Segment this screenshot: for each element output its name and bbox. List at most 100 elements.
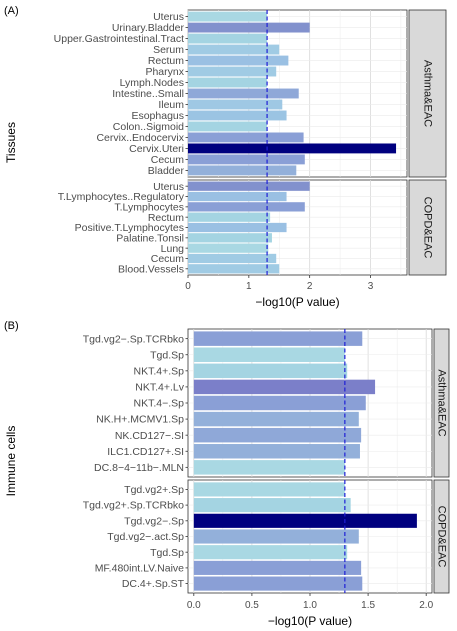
category-label: Tgd.vg2−.Sp.TCRbko bbox=[83, 333, 184, 345]
bar bbox=[188, 222, 287, 233]
category-label: Cecum bbox=[151, 154, 185, 166]
bar bbox=[193, 498, 351, 513]
bar bbox=[188, 264, 280, 274]
category-label: Uterus bbox=[153, 11, 184, 23]
category-label: Colon..Sigmoid bbox=[113, 121, 184, 133]
category-label: NK.CD127−.SI bbox=[115, 430, 184, 442]
category-label: Tgd.Sp bbox=[150, 349, 184, 361]
bar bbox=[193, 460, 345, 475]
bar bbox=[193, 482, 345, 497]
category-label: Urinary.Bladder bbox=[112, 22, 185, 34]
category-label: Tgd.vg2+.Sp.TCRbko bbox=[83, 500, 184, 512]
facet-strip-label: Asthma&EAC bbox=[422, 60, 434, 127]
category-label: Lung bbox=[161, 243, 185, 255]
category-label: Uterus bbox=[153, 181, 184, 193]
x-tick-label: 1.0 bbox=[303, 600, 317, 611]
facet-1-1: Tgd.vg2+.Sp Tgd.vg2+.Sp.TCRbko Tgd.vg2−.Sp… bbox=[83, 479, 450, 594]
x-tick-label: 2.0 bbox=[419, 600, 433, 611]
bar bbox=[188, 121, 268, 132]
facet-strip bbox=[433, 479, 450, 594]
panel-label: (B) bbox=[4, 320, 19, 332]
panel-label: (A) bbox=[4, 5, 19, 17]
category-label: DC.8−4−11b−.MLN bbox=[94, 462, 184, 474]
category-label: Rectum bbox=[148, 212, 184, 224]
bar bbox=[188, 181, 310, 191]
bar bbox=[188, 99, 283, 110]
x-tick-label: 0 bbox=[185, 281, 191, 292]
bar bbox=[188, 88, 299, 99]
category-label: DC.4+.Sp.ST bbox=[122, 578, 185, 590]
category-label: Tgd.Sp bbox=[150, 547, 184, 559]
category-label: Upper.Gastrointestinal.Tract bbox=[54, 33, 184, 45]
category-label: NKT.4+.Sp bbox=[134, 365, 185, 377]
bar bbox=[188, 55, 289, 66]
category-label: T.Lymphocytes..Regulatory bbox=[58, 191, 185, 203]
bar bbox=[193, 347, 345, 362]
bar bbox=[193, 576, 363, 591]
bar bbox=[193, 331, 363, 346]
category-label: Tgd.vg2−.Sp bbox=[124, 515, 184, 527]
category-label: NKT.4+.Lv bbox=[135, 382, 184, 394]
category-label: ILC1.CD127+.SI bbox=[107, 446, 184, 458]
bar bbox=[188, 212, 271, 222]
bar bbox=[188, 202, 305, 212]
x-tick-label: 3 bbox=[368, 281, 374, 292]
category-label: Esophagus bbox=[131, 110, 184, 122]
category-label: T.Lymphocytes bbox=[114, 201, 184, 213]
facet-0-1: UterusT.Lymphocytes..RegulatoryT.Lymphoc… bbox=[58, 179, 447, 276]
bar bbox=[193, 411, 359, 427]
category-label: Palatine.Tonsil bbox=[116, 232, 184, 244]
bar bbox=[188, 243, 269, 253]
y-axis-title: Tissues bbox=[4, 122, 18, 163]
bar bbox=[193, 560, 362, 575]
category-label: Blood.Vessels bbox=[118, 263, 184, 275]
bar bbox=[193, 363, 348, 379]
category-label: MF.480int.LV.Naive bbox=[95, 562, 184, 574]
category-label: Cervix..Endocervix bbox=[96, 132, 184, 144]
facet-strip bbox=[408, 9, 447, 178]
bar bbox=[193, 529, 359, 544]
bar bbox=[188, 132, 304, 143]
bar bbox=[193, 444, 360, 459]
category-label: Ileum bbox=[158, 99, 184, 111]
category-label: Bladder bbox=[148, 165, 185, 177]
category-label: NK.H+.MCMV1.Sp bbox=[96, 414, 184, 426]
facet-1-0: Tgd.vg2−.Sp.TCRbko Tgd.Sp NKT.4+.Sp NKT.4+.… bbox=[83, 328, 450, 478]
facet-0-0: UterusUrinary.BladderUpper.Gastrointesti… bbox=[54, 9, 447, 178]
bar bbox=[188, 233, 272, 243]
bar bbox=[188, 22, 310, 33]
category-label: Cecum bbox=[151, 253, 185, 265]
category-label: Positive.T.Lymphocytes bbox=[75, 222, 184, 234]
x-tick-label: 0.5 bbox=[245, 600, 259, 611]
category-label: Lymph.Nodes bbox=[120, 77, 184, 89]
x-tick-label: 0.0 bbox=[187, 600, 201, 611]
facet-strip bbox=[433, 328, 450, 478]
facet-strip-label: Asthma&EAC bbox=[436, 369, 448, 436]
bar bbox=[188, 143, 397, 154]
facet-strip-label: COPD&EAC bbox=[422, 197, 434, 259]
bar bbox=[193, 379, 376, 395]
category-label: Serum bbox=[153, 44, 184, 56]
bar bbox=[193, 427, 362, 443]
bar bbox=[188, 154, 305, 165]
x-axis-title: −log10(P value) bbox=[268, 614, 352, 628]
category-label: Pharynx bbox=[145, 66, 184, 78]
x-tick-label: 1 bbox=[246, 281, 252, 292]
facet-strip bbox=[408, 179, 447, 276]
bar bbox=[193, 395, 366, 411]
category-label: Tgd.vg2+.Sp bbox=[124, 484, 184, 496]
bar bbox=[188, 44, 280, 55]
y-axis-title: Immune cells bbox=[4, 426, 18, 497]
bar bbox=[188, 110, 287, 121]
category-label: Cervix.Uteri bbox=[129, 143, 184, 155]
category-label: NKT.4−.Sp bbox=[134, 398, 185, 410]
bar bbox=[188, 77, 268, 88]
bar bbox=[193, 513, 417, 528]
category-label: Rectum bbox=[148, 55, 184, 67]
bar bbox=[188, 253, 277, 264]
x-axis-title: −log10(P value) bbox=[255, 295, 339, 309]
bar bbox=[193, 545, 348, 560]
bar bbox=[188, 11, 268, 22]
facet-strip-label: COPD&EAC bbox=[436, 506, 448, 568]
